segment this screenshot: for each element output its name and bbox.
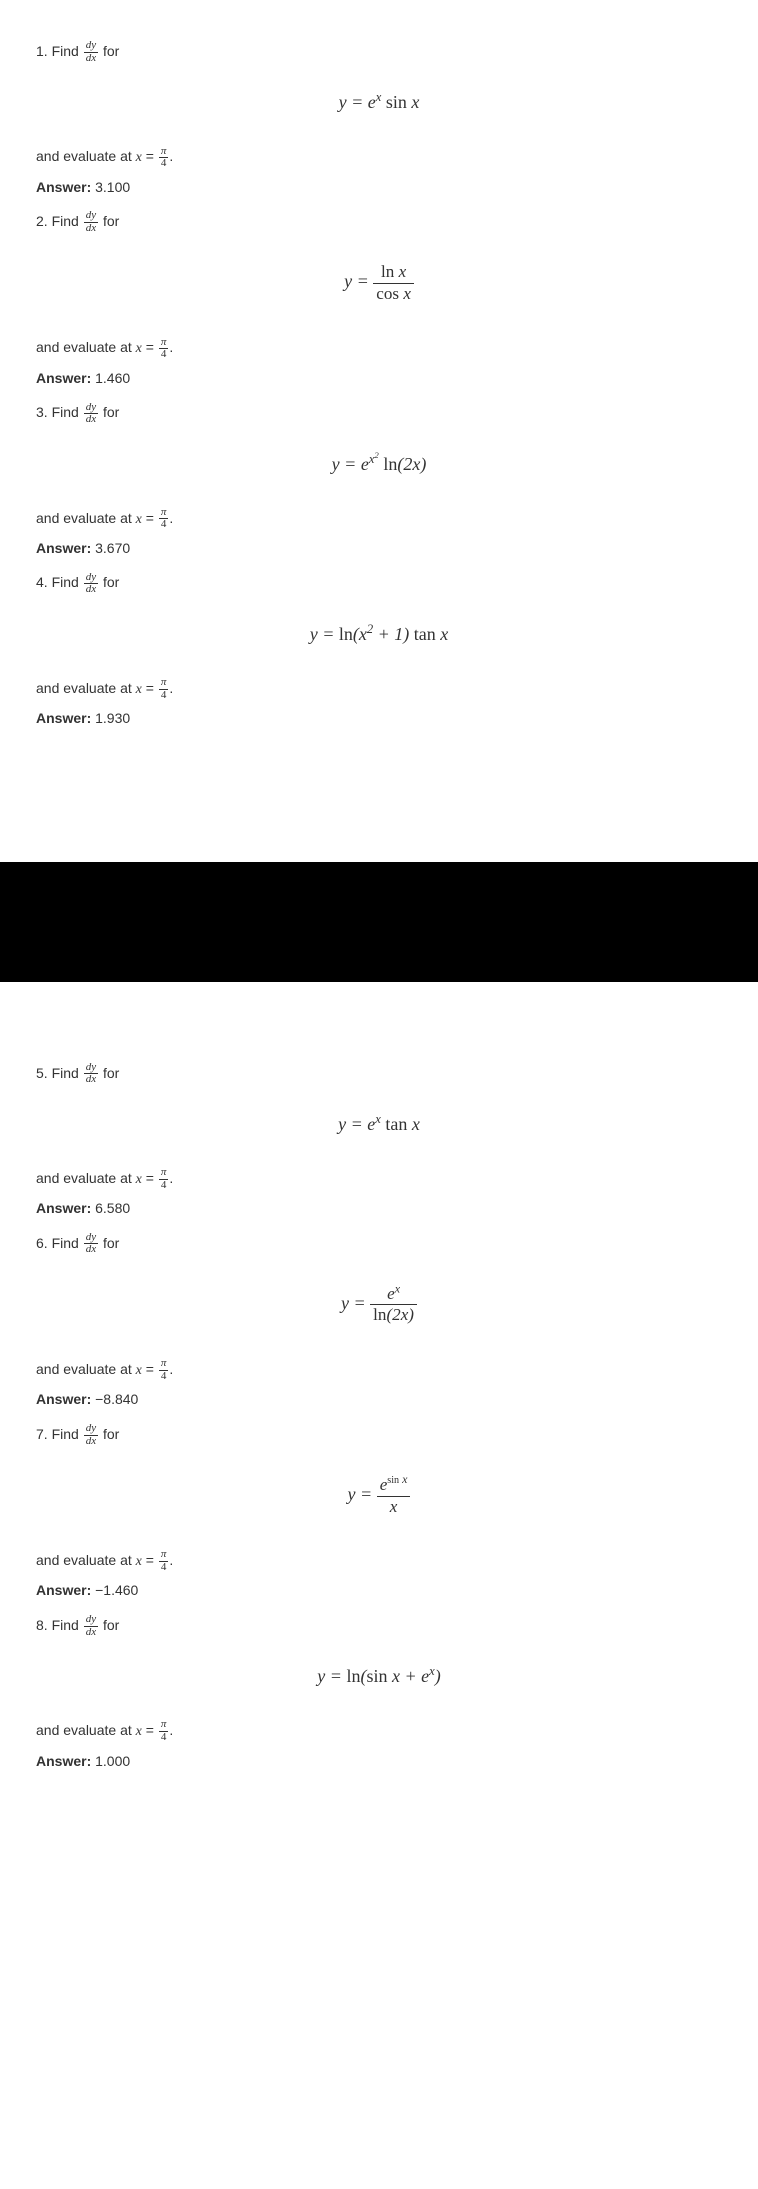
- answer-line: Answer: 6.580: [36, 1197, 722, 1219]
- page-break: [0, 862, 758, 982]
- formula: y = ln(sin x + ex): [36, 1666, 722, 1687]
- formula: y = ex sin x: [36, 92, 722, 113]
- dydx-fraction: dydx: [84, 40, 98, 64]
- problem-5: 5. Find dydx for y = ex tan x and evalua…: [36, 1062, 722, 1220]
- pi-over-4: π4: [159, 677, 169, 701]
- page-2: 5. Find dydx for y = ex tan x and evalua…: [0, 1022, 758, 1865]
- evaluate-line: and evaluate at x = π4.: [36, 1358, 722, 1382]
- problem-number: 8: [36, 1617, 44, 1633]
- answer-value: 6.580: [95, 1200, 130, 1216]
- answer-line: Answer: 1.930: [36, 707, 722, 729]
- pi-over-4: π4: [159, 337, 169, 361]
- pi-over-4: π4: [159, 1549, 169, 1573]
- dydx-fraction: dydx: [84, 1423, 98, 1447]
- formula: y = ln(x2 + 1) tan x: [36, 624, 722, 645]
- dydx-fraction: dydx: [84, 210, 98, 234]
- answer-line: Answer: 1.000: [36, 1750, 722, 1772]
- problem-4: 4. Find dydx for y = ln(x2 + 1) tan x an…: [36, 571, 722, 729]
- formula: y = ln xcos x: [36, 262, 722, 304]
- find-text: Find: [52, 43, 79, 59]
- evaluate-line: and evaluate at x = π4.: [36, 1549, 722, 1573]
- pi-over-4: π4: [159, 1358, 169, 1382]
- answer-value: 1.930: [95, 710, 130, 726]
- problem-1: 1. Find dydx for y = ex sin x and evalua…: [36, 40, 722, 198]
- problem-3: 3. Find dydx for y = ex2 ln(2x) and eval…: [36, 401, 722, 559]
- evaluate-line: and evaluate at x = π4.: [36, 336, 722, 360]
- problem-8: 8. Find dydx for y = ln(sin x + ex) and …: [36, 1614, 722, 1772]
- problem-number: 4: [36, 574, 44, 590]
- answer-line: Answer: −8.840: [36, 1388, 722, 1410]
- for-text: for: [103, 43, 119, 59]
- pi-over-4: π4: [159, 507, 169, 531]
- problem-number: 5: [36, 1065, 44, 1081]
- pi-over-4: π4: [159, 1167, 169, 1191]
- formula: y = ex tan x: [36, 1114, 722, 1135]
- find-line: 7. Find dydx for: [36, 1423, 722, 1447]
- x-var: x: [136, 150, 142, 165]
- problem-7: 7. Find dydx for y = esin xx and evaluat…: [36, 1423, 722, 1602]
- dydx-fraction: dydx: [84, 402, 98, 426]
- formula: y = esin xx: [36, 1475, 722, 1517]
- problem-number: 2: [36, 213, 44, 229]
- find-line: 5. Find dydx for: [36, 1062, 722, 1086]
- answer-value: 1.460: [95, 370, 130, 386]
- evaluate-line: and evaluate at x = π4.: [36, 1719, 722, 1743]
- problem-number: 6: [36, 1235, 44, 1251]
- formula: y = ex2 ln(2x): [36, 454, 722, 475]
- evaluate-line: and evaluate at x = π4.: [36, 677, 722, 701]
- answer-line: Answer: 1.460: [36, 367, 722, 389]
- dydx-fraction: dydx: [84, 1062, 98, 1086]
- answer-value: −8.840: [95, 1391, 138, 1407]
- answer-value: 3.670: [95, 540, 130, 556]
- page-1: 1. Find dydx for y = ex sin x and evalua…: [0, 0, 758, 822]
- find-line: 3. Find dydx for: [36, 401, 722, 425]
- dydx-fraction: dydx: [84, 1232, 98, 1256]
- answer-value: −1.460: [95, 1582, 138, 1598]
- find-line: 6. Find dydx for: [36, 1232, 722, 1256]
- evaluate-line: and evaluate at x = π4.: [36, 1167, 722, 1191]
- pi-over-4: π4: [159, 1719, 169, 1743]
- answer-line: Answer: −1.460: [36, 1579, 722, 1601]
- find-line: 2. Find dydx for: [36, 210, 722, 234]
- find-line: 1. Find dydx for: [36, 40, 722, 64]
- answer-line: Answer: 3.670: [36, 537, 722, 559]
- pi-over-4: π4: [159, 146, 169, 170]
- formula: y = exln(2x): [36, 1284, 722, 1326]
- find-line: 4. Find dydx for: [36, 571, 722, 595]
- evaluate-line: and evaluate at x = π4.: [36, 145, 722, 169]
- answer-value: 3.100: [95, 179, 130, 195]
- problem-number: 1: [36, 43, 44, 59]
- answer-line: Answer: 3.100: [36, 176, 722, 198]
- answer-value: 1.000: [95, 1753, 130, 1769]
- dydx-fraction: dydx: [84, 1614, 98, 1638]
- evaluate-line: and evaluate at x = π4.: [36, 507, 722, 531]
- problem-6: 6. Find dydx for y = exln(2x) and evalua…: [36, 1232, 722, 1411]
- find-line: 8. Find dydx for: [36, 1614, 722, 1638]
- problem-2: 2. Find dydx for y = ln xcos x and evalu…: [36, 210, 722, 389]
- problem-number: 3: [36, 404, 44, 420]
- problem-number: 7: [36, 1426, 44, 1442]
- dydx-fraction: dydx: [84, 572, 98, 596]
